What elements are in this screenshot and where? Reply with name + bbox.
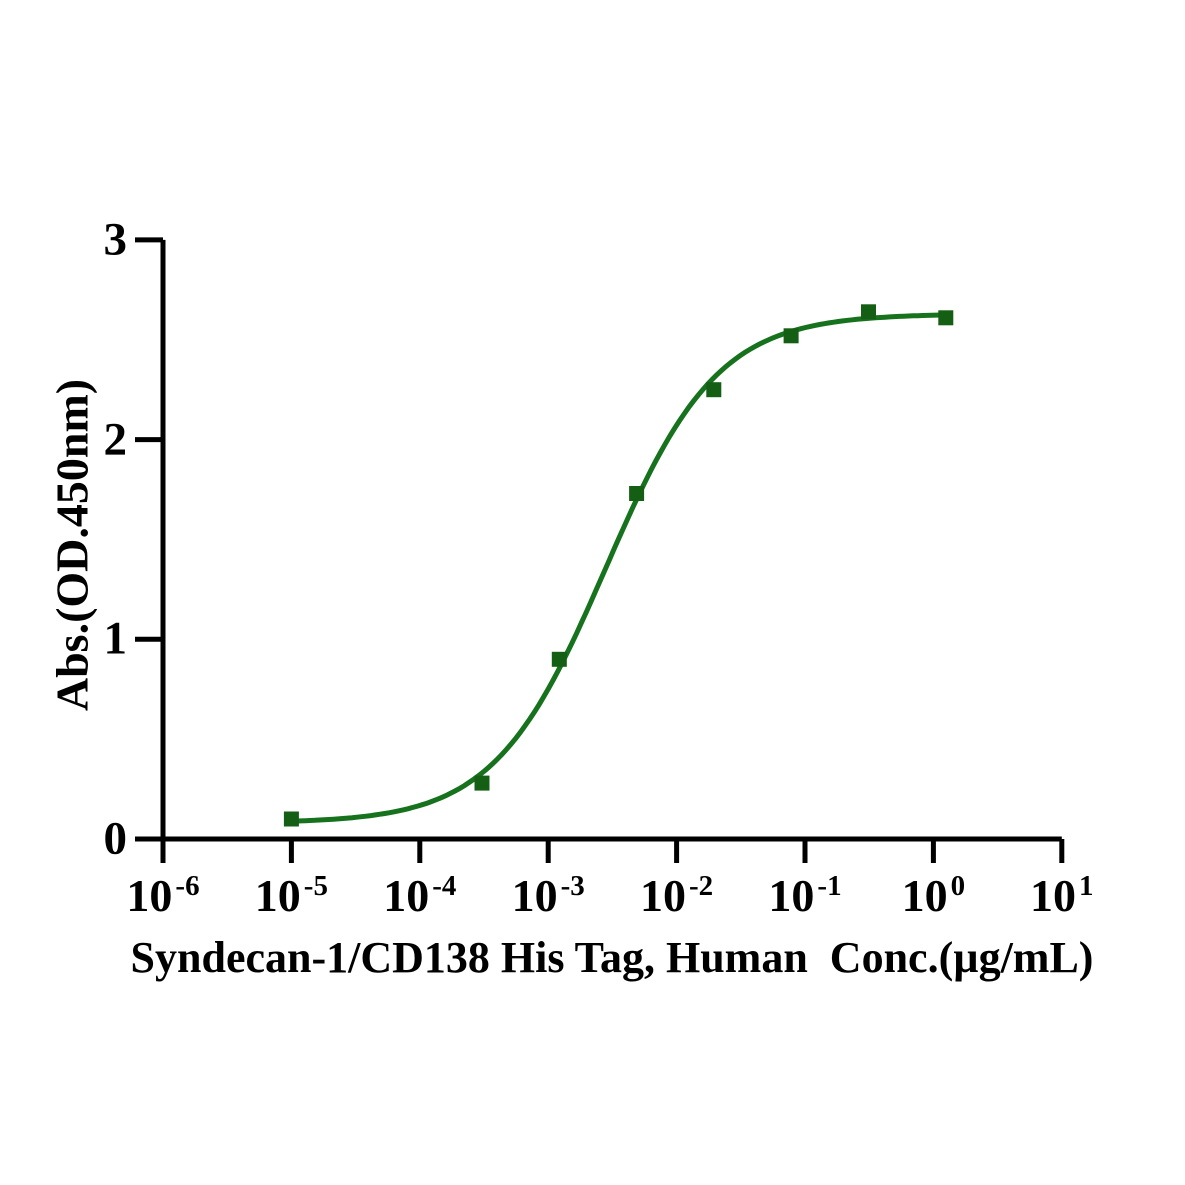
data-point-marker: [861, 304, 876, 320]
data-point-marker: [629, 486, 645, 501]
x-tick-exponent: -3: [560, 870, 585, 902]
x-tick-base: 10: [640, 870, 687, 921]
x-tick-base: 10: [511, 870, 558, 921]
x-tick-label: 10 -1: [768, 872, 841, 919]
data-point-marker: [783, 328, 799, 344]
x-tick-label: 10 -2: [640, 872, 713, 919]
data-point-marker: [474, 775, 490, 791]
x-tick-label: 10 0: [902, 872, 966, 919]
x-tick-label: 10 -4: [383, 872, 456, 919]
x-tick-base: 10: [901, 870, 948, 921]
y-axis-title: Abs.(OD.450nm): [46, 378, 98, 712]
x-tick-base: 10: [126, 870, 173, 921]
x-tick-base: 10: [254, 870, 301, 921]
x-tick-base: 10: [1030, 870, 1077, 921]
data-point-marker: [706, 382, 722, 398]
x-tick-exponent: -1: [817, 870, 842, 902]
y-tick-label: 1: [103, 612, 128, 665]
y-tick-label: 0: [103, 812, 128, 865]
dose-response-curve: [288, 312, 949, 824]
data-point-marker: [938, 310, 954, 326]
x-tick-exponent: 0: [950, 870, 966, 902]
y-tick-label: 2: [103, 413, 128, 466]
x-tick-base: 10: [383, 870, 430, 921]
data-point-marker: [551, 651, 567, 667]
x-tick-label: 10 1: [1030, 872, 1094, 919]
x-tick-exponent: -6: [175, 870, 200, 902]
data-point-marker: [283, 811, 299, 827]
x-axis-title: Syndecan-1/CD138 His Tag, Human Conc.(µg…: [130, 933, 1094, 982]
x-tick-exponent: -5: [303, 870, 328, 902]
x-tick-label: 10 -3: [512, 872, 585, 919]
x-tick-label: 10 -6: [126, 872, 199, 919]
x-tick-exponent: 1: [1079, 870, 1094, 902]
x-tick-base: 10: [768, 870, 815, 921]
x-tick-exponent: -4: [432, 870, 457, 902]
x-tick-label: 10 -5: [255, 872, 328, 919]
y-tick-label: 3: [103, 213, 128, 266]
x-tick-exponent: -2: [689, 870, 714, 902]
